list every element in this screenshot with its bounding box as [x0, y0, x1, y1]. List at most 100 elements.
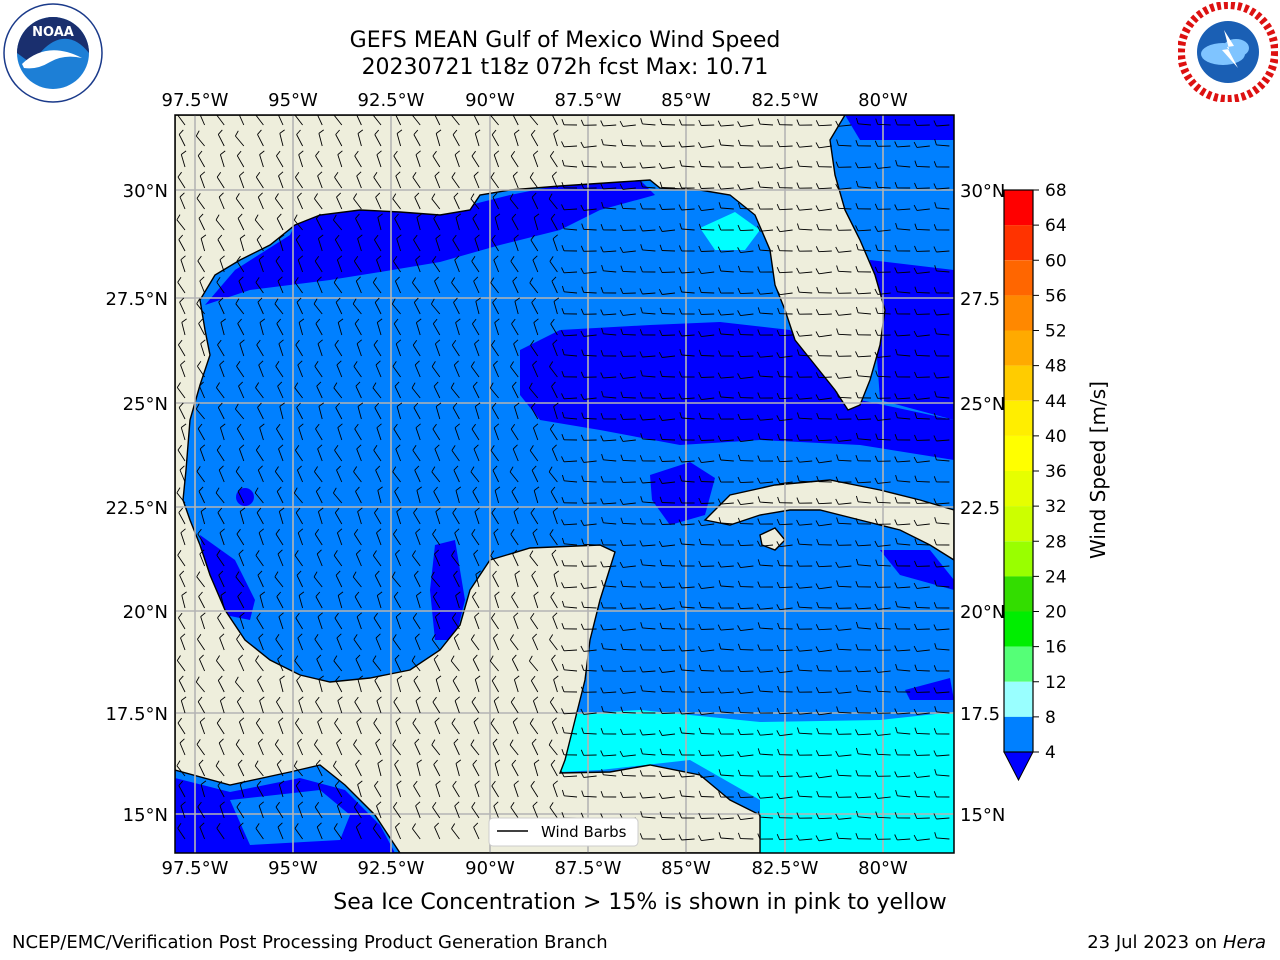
colorbar-segment	[1004, 541, 1033, 577]
wind-barb	[757, 707, 774, 714]
wind-barb	[874, 540, 891, 547]
wind-barb	[933, 224, 950, 231]
wind-barb	[451, 823, 460, 840]
wind-barb	[532, 255, 539, 273]
wind-barb	[835, 161, 852, 168]
wind-barb	[659, 392, 676, 399]
wind-barb	[581, 160, 597, 168]
wind-barb	[934, 706, 950, 714]
wind-barb	[549, 634, 558, 651]
wind-barb	[737, 265, 754, 273]
wind-barb	[895, 600, 911, 609]
wind-barb	[776, 456, 793, 463]
wind-barb	[491, 129, 499, 147]
wind-barb	[933, 750, 950, 757]
wind-barb	[933, 350, 950, 357]
wind-barb	[718, 728, 734, 735]
wind-barb	[317, 507, 324, 525]
wind-barb	[757, 118, 774, 126]
wind-barb	[914, 434, 930, 441]
wind-barb	[717, 183, 734, 190]
wind-barb	[815, 205, 832, 212]
wind-barb	[238, 444, 245, 462]
wind-barb	[639, 644, 656, 651]
wind-barb	[679, 412, 695, 420]
wind-barb	[659, 748, 676, 756]
wind-barb	[293, 487, 303, 504]
wind-barb	[698, 457, 715, 464]
wind-barb	[236, 634, 245, 651]
wind-barb	[816, 349, 832, 357]
wind-barb	[757, 581, 774, 588]
wind-barb	[718, 602, 734, 609]
wind-barb	[718, 139, 734, 147]
wind-barb	[737, 202, 754, 210]
wind-barb	[217, 234, 225, 252]
wind-barb	[815, 183, 832, 190]
wind-barb	[600, 287, 617, 294]
wind-barb	[255, 115, 264, 126]
wind-barb	[435, 129, 442, 147]
wind-barb	[257, 465, 264, 483]
wind-barb	[659, 140, 676, 147]
wind-barb	[433, 759, 441, 777]
wind-barb	[933, 791, 950, 798]
wind-barb	[737, 580, 754, 588]
wind-barb	[757, 455, 774, 462]
wind-barb	[875, 307, 891, 315]
wind-barb	[640, 496, 656, 504]
lat-label-left: 27.5°N	[105, 289, 168, 310]
wind-barb	[335, 297, 343, 315]
wind-barb	[412, 339, 421, 357]
wind-barb	[395, 612, 402, 630]
wind-barb	[874, 644, 891, 651]
wind-barb	[294, 823, 303, 840]
wind-barb	[658, 477, 676, 484]
wind-barb	[217, 402, 225, 420]
wind-barb	[216, 382, 225, 399]
wind-barb	[796, 223, 813, 231]
wind-barb	[373, 445, 382, 462]
wind-barb	[333, 487, 343, 504]
wind-barb	[580, 308, 597, 315]
wind-barb	[296, 402, 303, 420]
wind-barb	[639, 351, 656, 358]
wind-barb	[717, 687, 734, 694]
wind-barb	[255, 655, 264, 672]
land-north-america	[175, 115, 886, 853]
wind-8-12-caribbean	[560, 710, 954, 853]
wind-barb	[551, 654, 558, 672]
wind-barb	[855, 810, 872, 819]
wind-barb	[432, 256, 441, 273]
wind-barb	[198, 381, 206, 399]
wind-barb	[394, 654, 402, 672]
wind-barb	[796, 245, 813, 252]
wind-barb	[815, 268, 832, 275]
wind-barb	[835, 602, 852, 609]
wind-barb	[855, 329, 872, 336]
wind-barb	[737, 373, 754, 380]
wind-barb	[454, 528, 460, 546]
wind-barb	[913, 330, 930, 337]
colorbar-label: Wind Speed [m/s]	[1086, 381, 1110, 559]
wind-barb	[698, 772, 715, 779]
wind-barb	[815, 583, 832, 590]
wind-barb	[551, 444, 558, 462]
wind-barb	[512, 549, 519, 567]
wind-barb	[855, 243, 872, 252]
wind-barb	[561, 560, 578, 567]
wind-barb	[199, 549, 206, 567]
wind-barb	[561, 663, 578, 672]
wind-barb	[493, 150, 500, 168]
wind-barb	[796, 834, 813, 841]
lon-label-bottom: 87.5°W	[555, 858, 622, 879]
colorbar-segment	[1004, 611, 1033, 647]
wind-barb	[796, 582, 813, 589]
wind-barb	[255, 382, 264, 399]
wind-barb	[679, 475, 695, 483]
wind-barb	[529, 172, 539, 189]
wind-barb	[835, 728, 852, 735]
wind-barb	[337, 423, 343, 441]
wind-barb	[639, 833, 656, 840]
